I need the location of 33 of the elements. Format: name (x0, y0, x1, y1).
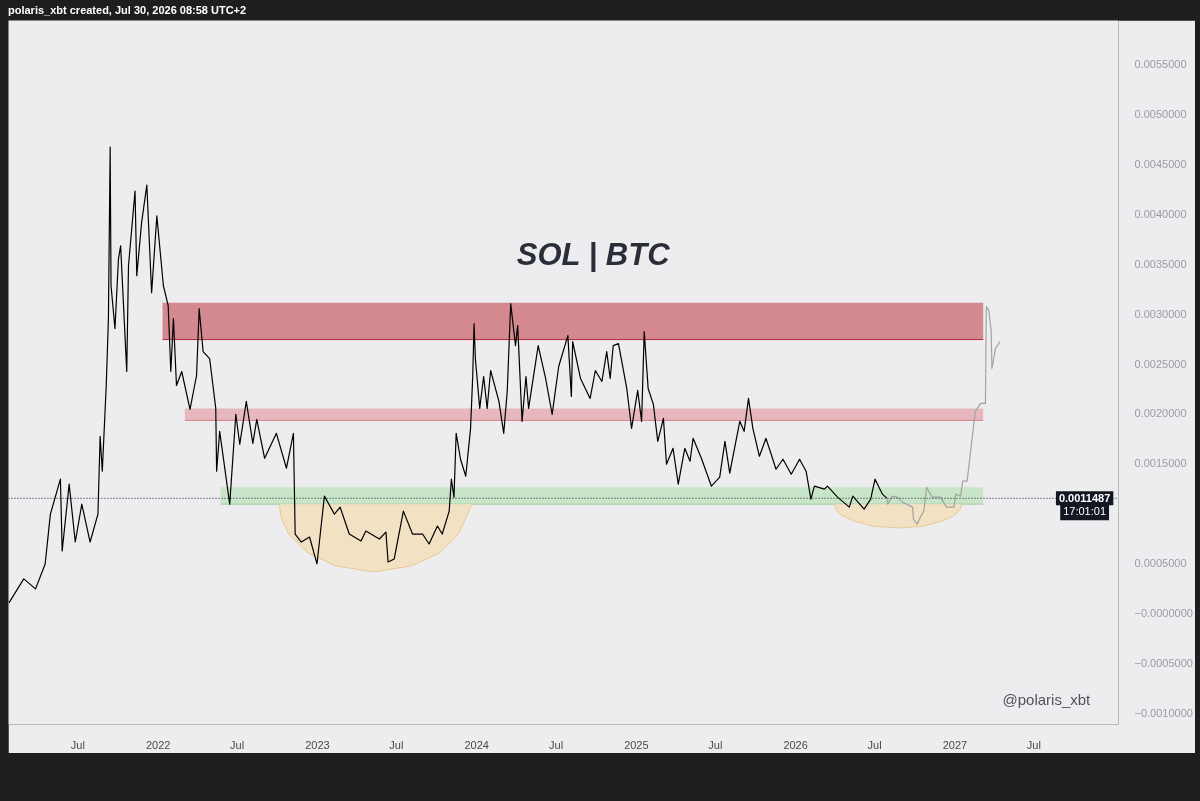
y-tick-label: 0.0045000 (1134, 158, 1187, 171)
y-tick-label: −0.0005000 (1134, 656, 1193, 669)
x-tick-label: 2025 (624, 738, 649, 751)
y-tick-label: 0.0050000 (1134, 108, 1187, 121)
y-tick-label: 0.0005000 (1134, 556, 1187, 569)
x-tick-label: Jul (1026, 738, 1041, 751)
y-tick-label: 0.0040000 (1134, 207, 1187, 220)
y-tick-label: 0.0055000 (1134, 58, 1187, 71)
x-tick-label: Jul (867, 738, 882, 751)
x-tick-label: Jul (70, 738, 85, 751)
text: polaris_xbt created, Jul 30, 2026 08:58 UTC+2 (8, 3, 247, 18)
y-tick-label: −0.0000000 (1134, 606, 1193, 619)
x-tick-label: Jul (549, 738, 564, 751)
x-tick-label: 2027 (942, 738, 968, 751)
annotation: @polaris_xbt (1002, 691, 1092, 709)
y-tick-label: 0.0035000 (1134, 257, 1187, 270)
y-tick-label: 0.0020000 (1134, 407, 1187, 420)
x-tick-label: Jul (230, 738, 245, 751)
annotation: 17:01:01 (1063, 505, 1107, 518)
y-tick-label: −0.0010000 (1134, 706, 1193, 719)
x-tick-label: 2024 (464, 738, 489, 751)
y-tick-label: 0.0015000 (1134, 457, 1187, 470)
text: SOL | BTC (516, 236, 671, 272)
x-tick-label: 2026 (783, 738, 808, 751)
line-series (886, 306, 1001, 525)
y-tick-label: 0.0030000 (1134, 307, 1187, 320)
x-tick-label: 2023 (305, 738, 330, 751)
x-tick-label: Jul (389, 738, 404, 751)
y-tick-label: 0.0025000 (1134, 357, 1187, 370)
line-series (8, 146, 888, 604)
x-tick-label: 2022 (145, 738, 171, 751)
x-tick-label: Jul (708, 738, 723, 751)
ref-line-label: 0.0011487 (1058, 492, 1111, 505)
